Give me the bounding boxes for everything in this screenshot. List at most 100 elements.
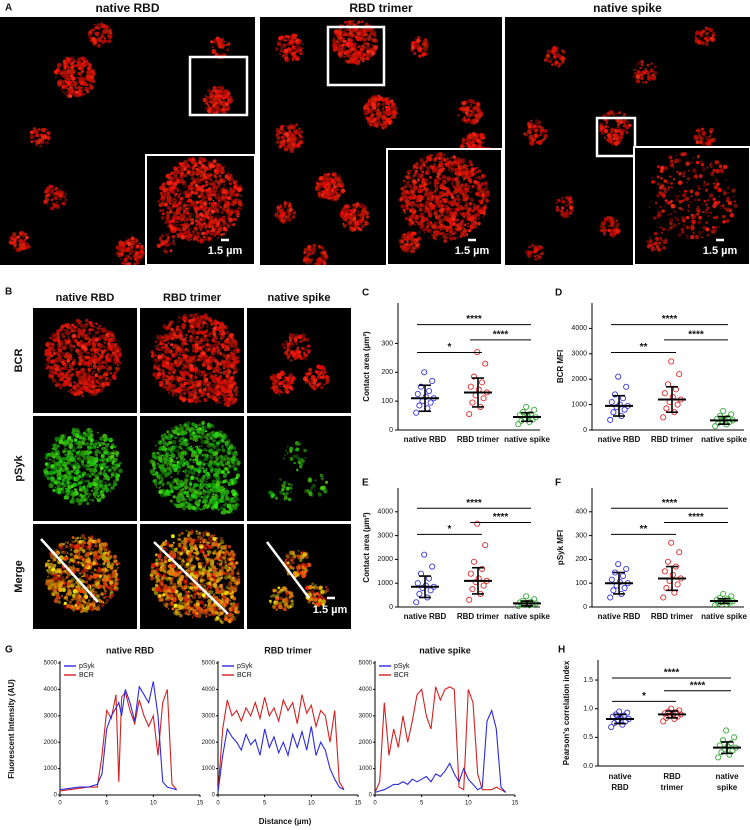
cell-signal (561, 197, 564, 200)
cell-signal (463, 101, 466, 104)
cell-signal (623, 123, 626, 126)
cell-signal (182, 170, 183, 171)
cell-signal (636, 79, 640, 83)
cell-signal (392, 110, 396, 114)
cell-signal (277, 141, 279, 143)
cell-signal (30, 135, 35, 140)
cell-signal (697, 220, 701, 224)
cell-signal (159, 237, 162, 240)
cell-signal (207, 97, 208, 98)
cell-signal (215, 104, 219, 108)
cell-signal (370, 32, 374, 36)
cell-signal (453, 211, 457, 215)
cell-signal (188, 193, 193, 198)
cell-signal (417, 39, 421, 43)
cell-signal (235, 209, 239, 213)
cell-signal (217, 89, 220, 92)
cell-signal (604, 137, 606, 139)
cell-signal (219, 170, 221, 172)
cell-signal (177, 227, 181, 231)
cell-signal (657, 222, 658, 223)
cell-signal (549, 61, 551, 63)
cell-signal (614, 129, 618, 133)
cell-signal (716, 201, 720, 205)
cell-signal (461, 161, 464, 164)
cell-signal (90, 40, 91, 41)
cell-signal (118, 252, 121, 255)
cell-signal (223, 98, 225, 100)
cell-signal (402, 192, 405, 195)
cell-signal (209, 108, 210, 109)
cell-signal (669, 226, 673, 230)
cell-signal (456, 215, 458, 217)
cell-signal (445, 236, 448, 239)
cell-signal (67, 91, 69, 93)
cell-signal (571, 202, 573, 204)
cell-signal (92, 79, 96, 83)
cell-signal (645, 81, 647, 83)
cell-signal (82, 62, 85, 65)
cell-signal (544, 58, 547, 61)
cell-signal (68, 94, 72, 98)
cell-signal (135, 246, 138, 249)
cell-signal (348, 50, 352, 54)
cell-signal (377, 111, 378, 112)
cell-signal (71, 69, 76, 74)
panel-label: A (5, 3, 12, 14)
cell-signal (221, 43, 225, 47)
cell-signal (472, 210, 475, 213)
cell-signal (369, 56, 371, 58)
cell-signal (287, 220, 289, 222)
cell-signal (344, 34, 346, 36)
cell-signal (707, 167, 709, 169)
cell-signal (698, 187, 701, 190)
cell-signal (231, 212, 232, 213)
cell-signal (286, 214, 287, 215)
cell-signal (336, 194, 337, 195)
cell-signal (209, 227, 211, 229)
cell-signal (139, 250, 144, 255)
cell-signal (321, 196, 323, 198)
cell-signal (326, 260, 327, 261)
cell-signal (199, 168, 200, 169)
cell-signal (202, 158, 207, 163)
cell-signal (136, 261, 140, 265)
cell-signal (233, 180, 238, 185)
cell-signal (704, 200, 707, 203)
cell-signal (61, 71, 64, 74)
cell-signal (139, 259, 140, 260)
cell-signal (362, 205, 366, 209)
cell-signal (709, 163, 713, 167)
cell-signal (336, 180, 338, 182)
cell-signal (217, 193, 220, 196)
cell-signal (604, 129, 608, 133)
cell-signal (626, 128, 628, 130)
cell-signal (418, 37, 420, 39)
cell-signal (601, 130, 603, 132)
cell-signal (174, 196, 175, 197)
cell-signal (705, 227, 709, 231)
cell-signal (466, 218, 469, 221)
cell-signal (180, 167, 184, 171)
cell-signal (688, 207, 690, 209)
cell-signal (381, 110, 383, 112)
cell-signal (406, 170, 410, 174)
cell-signal (161, 195, 162, 196)
cell-signal (62, 202, 66, 206)
cell-signal (191, 239, 192, 240)
cell-signal (191, 174, 194, 177)
cell-signal (430, 206, 434, 210)
cell-signal (609, 219, 611, 221)
cell-signal (420, 167, 423, 170)
cell-signal (433, 195, 434, 196)
cell-signal (356, 57, 358, 59)
cell-signal (439, 213, 443, 217)
cell-signal (129, 253, 131, 255)
cell-signal (454, 208, 457, 211)
cell-signal (184, 201, 185, 202)
cell-signal (690, 201, 692, 203)
cell-signal (472, 145, 474, 147)
cell-signal (56, 204, 61, 209)
cell-signal (673, 223, 677, 227)
cell-signal (220, 95, 223, 98)
